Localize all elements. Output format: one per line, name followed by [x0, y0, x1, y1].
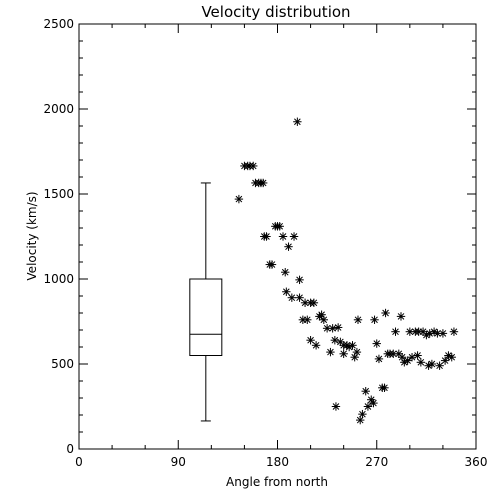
data-point: [289, 232, 299, 241]
data-point: [447, 353, 456, 362]
data-point: [370, 315, 379, 324]
data-point: [352, 347, 362, 357]
data-point: [435, 361, 444, 370]
x-tick-label: 360: [465, 455, 488, 469]
y-tick-label: 0: [66, 442, 74, 456]
data-point: [303, 315, 312, 324]
data-point: [278, 232, 288, 241]
data-point: [438, 329, 448, 338]
data-point: [326, 347, 335, 357]
data-point: [413, 351, 422, 360]
data-point: [363, 402, 373, 411]
data-point: [331, 402, 341, 411]
data-point: [380, 383, 389, 392]
data-point: [361, 387, 370, 396]
data-point: [440, 356, 450, 365]
y-tick-label: 2500: [43, 17, 74, 31]
data-point: [372, 339, 381, 348]
data-point: [358, 409, 367, 419]
data-point: [311, 341, 321, 350]
data-point: [381, 308, 390, 318]
boxplot-box: [189, 278, 223, 356]
data-point: [295, 293, 304, 302]
data-point: [427, 359, 437, 369]
y-tick-label: 2000: [43, 102, 74, 116]
data-point: [348, 341, 357, 350]
data-point: [328, 324, 337, 333]
y-axis: 0 500 1000 1500 2000 2500: [43, 17, 476, 456]
data-point: [449, 327, 459, 336]
x-tick-label: 0: [75, 455, 83, 469]
data-point: [356, 415, 365, 425]
data-point: [374, 354, 384, 364]
data-points: [234, 117, 459, 425]
data-point: [262, 232, 271, 241]
data-point: [295, 275, 304, 285]
data-point: [275, 222, 284, 231]
data-point: [319, 315, 329, 324]
y-axis-title: Velocity (km/s): [25, 191, 39, 280]
data-point: [330, 336, 340, 345]
x-tick-label: 180: [266, 455, 289, 469]
data-point: [391, 327, 400, 336]
data-point: [403, 356, 412, 365]
velocity-boxplot: [189, 182, 223, 422]
data-point: [369, 398, 378, 408]
data-point: [396, 312, 406, 321]
data-point: [353, 315, 363, 324]
chart-title: Velocity distribution: [201, 3, 350, 21]
data-point: [293, 117, 302, 126]
data-point: [287, 293, 297, 302]
x-axis: 0 90 180 270 360: [75, 24, 487, 469]
data-point: [306, 336, 315, 345]
data-point: [267, 260, 277, 269]
y-tick-label: 500: [51, 357, 74, 371]
y-tick-label: 1500: [43, 187, 74, 201]
data-point: [284, 242, 293, 251]
data-point: [309, 298, 319, 307]
data-point: [258, 178, 268, 188]
data-point: [333, 323, 343, 332]
data-point: [249, 161, 258, 171]
plot-frame: [78, 23, 477, 450]
x-tick-label: 270: [365, 455, 388, 469]
data-point: [339, 349, 348, 358]
data-point: [407, 353, 417, 362]
y-tick-label: 1000: [43, 272, 74, 286]
x-axis-title: Angle from north: [226, 475, 328, 489]
x-tick-label: 90: [171, 455, 186, 469]
data-point: [234, 194, 244, 204]
data-point: [282, 287, 291, 296]
data-point: [416, 358, 426, 367]
data-point: [281, 268, 290, 277]
